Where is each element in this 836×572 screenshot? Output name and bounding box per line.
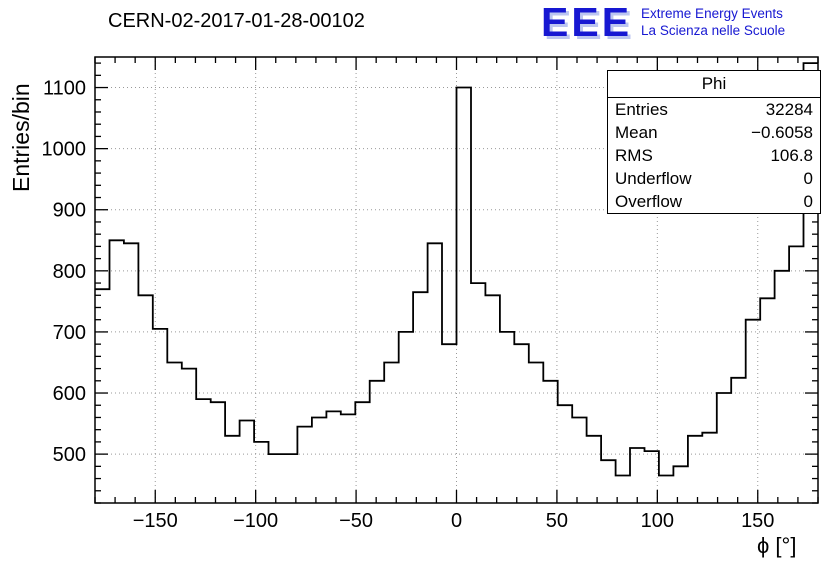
stats-box: Phi Entries 32284 Mean −0.6058 RMS 106.8…: [607, 70, 821, 214]
page-title: CERN-02-2017-01-28-00102: [108, 10, 365, 32]
stats-value: 0: [803, 169, 813, 188]
stats-value: 0: [803, 192, 813, 211]
stats-title: Phi: [608, 71, 820, 98]
svg-text:−100: −100: [233, 510, 278, 532]
svg-text:0: 0: [451, 510, 462, 532]
svg-text:500: 500: [53, 444, 86, 466]
eee-logo-text: Extreme Energy Events La Scienza nelle S…: [641, 5, 785, 39]
svg-text:900: 900: [53, 200, 86, 222]
stats-row-entries: Entries 32284: [608, 98, 820, 121]
svg-text:−50: −50: [339, 510, 373, 532]
stats-row-rms: RMS 106.8: [608, 144, 820, 167]
svg-text:1100: 1100: [43, 78, 86, 100]
stats-label: Mean: [615, 123, 658, 142]
stats-row-mean: Mean −0.6058: [608, 121, 820, 144]
eee-logo-line2: La Scienza nelle Scuole: [641, 23, 786, 38]
svg-text:100: 100: [641, 510, 674, 532]
stats-row-underflow: Underflow 0: [608, 167, 820, 190]
svg-text:800: 800: [53, 261, 86, 283]
stats-label: Entries: [615, 100, 668, 119]
svg-text:1000: 1000: [42, 139, 87, 161]
eee-logo-line1: Extreme Energy Events: [641, 6, 783, 21]
svg-text:150: 150: [741, 510, 774, 532]
svg-text:50: 50: [546, 510, 568, 532]
eee-logo-letters: EEE: [541, 0, 633, 45]
stats-label: RMS: [615, 146, 653, 165]
stats-value: −0.6058: [751, 123, 813, 142]
y-axis-label: Entries/bin: [8, 83, 34, 192]
eee-logo: EEE Extreme Energy Events La Scienza nel…: [541, 0, 785, 45]
stats-label: Underflow: [615, 169, 692, 188]
x-axis-label: ϕ [°]: [757, 533, 797, 558]
svg-text:700: 700: [53, 322, 86, 344]
stats-row-overflow: Overflow 0: [608, 190, 820, 213]
svg-text:−150: −150: [133, 510, 178, 532]
svg-text:600: 600: [53, 383, 86, 405]
stats-value: 32284: [765, 100, 813, 119]
stats-label: Overflow: [615, 192, 683, 211]
stats-value: 106.8: [770, 146, 813, 165]
